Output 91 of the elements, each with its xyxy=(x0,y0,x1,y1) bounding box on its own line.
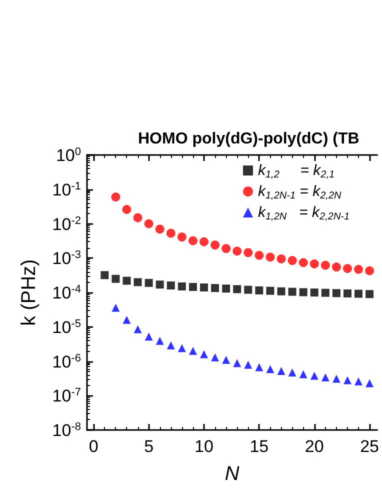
point xyxy=(188,236,198,246)
point xyxy=(144,332,153,341)
point xyxy=(188,282,197,291)
point xyxy=(321,373,330,382)
y-tick-label: 10$^{-3}$ xyxy=(52,249,81,268)
x-tick-label: 10 xyxy=(194,437,214,456)
y-tick-label: 10$^{-1}$ xyxy=(52,180,81,200)
point xyxy=(188,346,197,355)
point xyxy=(332,289,340,298)
point xyxy=(233,285,242,294)
y-axis-title: k (PHz) xyxy=(18,259,40,326)
point xyxy=(178,344,186,352)
point xyxy=(244,360,252,369)
y-tick-label: 10$^{-6}$ xyxy=(52,352,81,372)
point xyxy=(266,286,274,295)
point xyxy=(343,289,352,298)
point xyxy=(134,325,142,334)
point xyxy=(244,286,252,294)
point xyxy=(354,377,363,386)
point xyxy=(354,264,364,274)
y-tick-label: 10$^{-2}$ xyxy=(52,214,81,234)
point xyxy=(255,363,264,372)
point xyxy=(177,232,186,242)
point xyxy=(365,266,374,276)
x-tick-label: 15 xyxy=(250,437,269,456)
point xyxy=(310,288,318,296)
point xyxy=(122,276,131,285)
point xyxy=(133,213,142,222)
point xyxy=(276,254,286,264)
y-tick-label: 10$^{0}$ xyxy=(56,146,81,165)
point xyxy=(155,224,164,234)
point xyxy=(222,284,230,293)
point xyxy=(200,237,208,246)
point xyxy=(266,365,274,374)
x-axis-title: N xyxy=(224,463,240,485)
point xyxy=(211,284,220,292)
x-tick-label: 5 xyxy=(144,437,154,456)
point xyxy=(232,246,242,256)
y-tick-label: 10$^{-4}$ xyxy=(52,284,81,302)
point xyxy=(310,259,319,268)
point xyxy=(200,350,208,358)
point xyxy=(112,304,120,312)
y-tick-label: 10$^{-5}$ xyxy=(52,318,81,337)
point xyxy=(332,374,340,383)
point xyxy=(266,252,275,262)
point xyxy=(277,367,286,376)
y-tick-label: 10$^{-7}$ xyxy=(52,386,81,406)
point xyxy=(320,260,330,270)
point xyxy=(366,290,374,298)
point xyxy=(122,204,132,214)
point xyxy=(134,278,142,286)
point xyxy=(166,281,175,290)
x-tick-label: 25 xyxy=(360,437,380,456)
chart-title: HOMO poly(dG)-poly(dC) (TB xyxy=(138,130,360,148)
y-tick-label: 10$^{-8}$ xyxy=(52,421,81,440)
point xyxy=(288,288,296,296)
point xyxy=(211,353,220,362)
x-tick-label: 0 xyxy=(88,437,98,456)
point xyxy=(255,286,264,294)
point xyxy=(299,370,308,378)
point xyxy=(166,228,176,238)
point xyxy=(332,262,341,272)
point xyxy=(321,288,330,297)
point xyxy=(254,250,264,260)
point xyxy=(144,219,154,228)
point xyxy=(166,341,175,350)
point xyxy=(298,258,308,268)
point xyxy=(222,244,231,254)
point xyxy=(288,256,297,266)
point xyxy=(354,290,363,298)
point xyxy=(342,264,352,273)
point xyxy=(156,336,164,345)
point xyxy=(288,368,296,377)
point xyxy=(111,192,120,202)
point xyxy=(366,379,374,388)
point xyxy=(310,372,318,380)
point xyxy=(343,376,352,384)
point xyxy=(112,274,120,283)
point xyxy=(222,356,230,364)
x-tick-label: 20 xyxy=(304,437,324,456)
point xyxy=(144,278,153,287)
point xyxy=(210,240,220,250)
point xyxy=(156,280,164,289)
point xyxy=(233,359,242,368)
point xyxy=(100,271,109,280)
point xyxy=(277,287,286,296)
point xyxy=(200,283,208,292)
point xyxy=(178,282,186,290)
point xyxy=(122,316,131,324)
point xyxy=(299,288,308,296)
point xyxy=(244,248,253,258)
